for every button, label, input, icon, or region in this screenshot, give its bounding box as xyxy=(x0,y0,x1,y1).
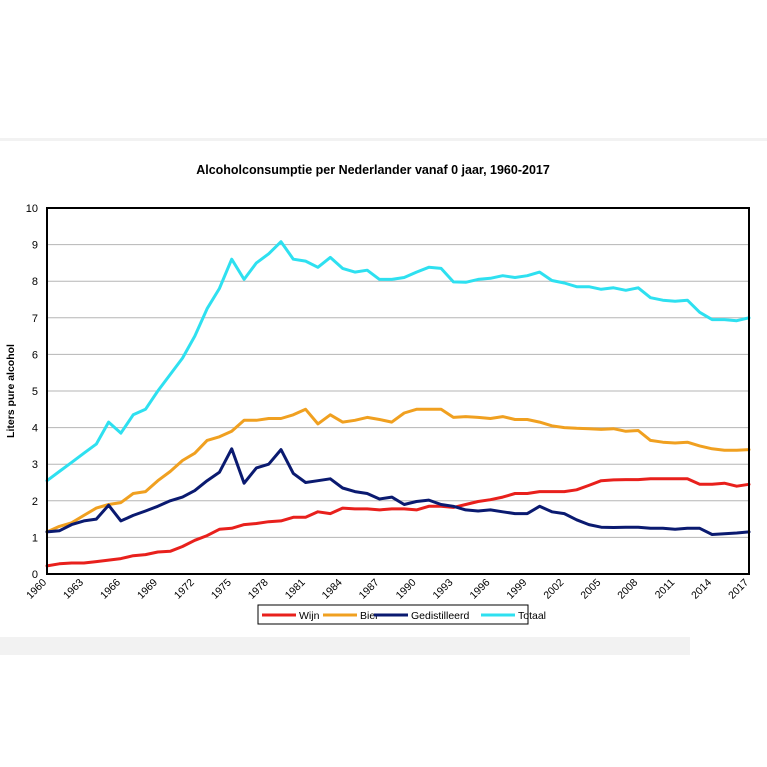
y-tick-label: 1 xyxy=(32,532,38,544)
series-line-bier xyxy=(45,407,751,534)
y-tick-label: 3 xyxy=(32,459,38,471)
x-tick-label: 1960 xyxy=(24,577,49,602)
x-tick-label: 1996 xyxy=(467,577,492,602)
y-tick-label: 6 xyxy=(32,349,38,361)
legend-label: Bier xyxy=(360,610,379,622)
x-tick-label: 1966 xyxy=(98,577,123,602)
legend-label: Wijn xyxy=(299,610,320,622)
x-tick-label: 2017 xyxy=(726,577,751,602)
top-band xyxy=(0,138,767,142)
x-tick-label: 1999 xyxy=(504,577,529,602)
series-line-wijn xyxy=(45,477,751,568)
x-axis: 1960 1963 1966 1969 1972 1975 1978 1981 1984 1987… xyxy=(24,577,751,602)
x-tick-label: 1978 xyxy=(246,577,271,602)
x-tick-label: 1990 xyxy=(394,577,419,602)
x-tick-label: 2008 xyxy=(615,577,640,602)
x-tick-label: 1972 xyxy=(172,577,197,602)
y-tick-label: 9 xyxy=(32,240,38,252)
y-tick-label: 0 xyxy=(32,569,38,581)
y-tick-label: 8 xyxy=(32,276,38,288)
y-axis: 0 1 2 3 4 5 6 7 8 9 10 xyxy=(26,203,38,581)
x-tick-label: 2014 xyxy=(689,577,714,602)
series-line-gedistilleerd xyxy=(45,447,751,536)
chart-title: Alcoholconsumptie per Nederlander vanaf … xyxy=(196,163,550,177)
series-line-totaal xyxy=(45,240,751,483)
chart-card xyxy=(0,141,767,654)
x-tick-label: 1981 xyxy=(283,577,308,602)
x-tick-label: 1987 xyxy=(357,577,382,602)
y-tick-label: 4 xyxy=(32,423,38,435)
x-tick-label: 1963 xyxy=(61,577,86,602)
x-tick-label: 2005 xyxy=(578,577,603,602)
legend-label: Totaal xyxy=(518,610,546,622)
legend: Wijn Bier Gedistilleerd Totaal xyxy=(257,604,546,625)
y-tick-label: 2 xyxy=(32,496,38,508)
y-tick-label: 7 xyxy=(32,313,38,325)
plot-area-border xyxy=(46,207,750,575)
x-tick-label: 1975 xyxy=(209,577,234,602)
series-lines xyxy=(45,240,751,568)
x-tick-label: 2002 xyxy=(541,577,566,602)
y-tick-label: 10 xyxy=(26,203,38,215)
legend-label: Gedistilleerd xyxy=(411,610,470,622)
x-tick-label: 1969 xyxy=(135,577,160,602)
x-tick-label: 1993 xyxy=(431,577,456,602)
x-tick-label: 2011 xyxy=(653,577,678,602)
x-tick-label: 1984 xyxy=(320,577,345,602)
y-axis-label: Liters pure alcohol xyxy=(5,344,17,438)
gridlines xyxy=(47,244,749,538)
bottom-band xyxy=(0,637,690,655)
y-tick-label: 5 xyxy=(32,386,38,398)
